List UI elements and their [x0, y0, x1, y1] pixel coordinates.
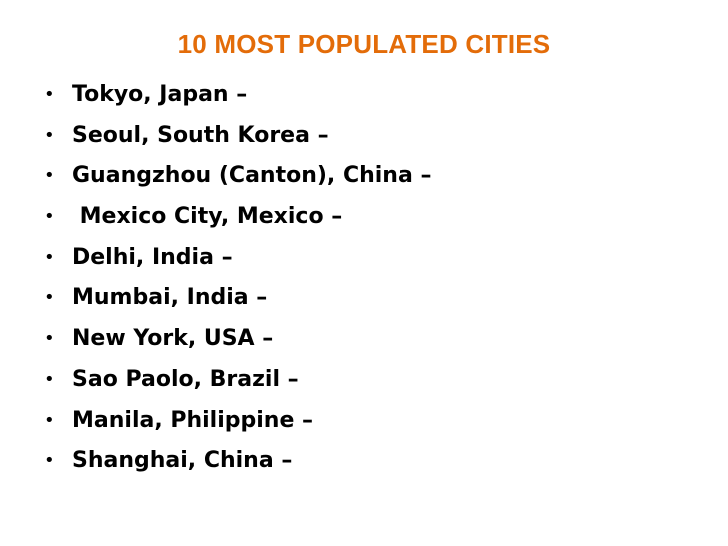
list-item: • Shanghai, China – [44, 443, 292, 484]
list-item-text: New York, USA – [72, 326, 274, 352]
list-item: • Sao Paolo, Brazil – [44, 362, 299, 403]
list-item: • Mexico City, Mexico – [44, 199, 342, 240]
list-item: • Guangzhou (Canton), China – [44, 158, 431, 199]
bullet-icon: • [44, 287, 55, 309]
bullet-icon: • [44, 165, 55, 187]
list-item: • New York, USA – [44, 321, 273, 362]
bullet-icon: • [44, 246, 55, 268]
list-item-text: Seoul, South Korea – [72, 122, 329, 148]
list-item: • Tokyo, Japan – [44, 77, 247, 118]
bullet-icon: • [44, 409, 55, 431]
bullet-icon: • [44, 206, 55, 228]
bullet-icon: • [44, 368, 55, 390]
city-list: • Tokyo, Japan – • Seoul, South Korea – … [44, 77, 431, 484]
bullet-icon: • [44, 124, 55, 146]
list-item-text: Shanghai, China – [72, 448, 293, 474]
list-item: • Delhi, India – [44, 240, 233, 281]
bullet-icon: • [44, 84, 55, 105]
list-item-text: Sao Paolo, Brazil – [72, 366, 299, 392]
list-item-text: Guangzhou (Canton), China – [72, 163, 432, 189]
list-item-text: Mexico City, Mexico – [72, 204, 343, 230]
slide-title: 10 MOST POPULATED CITIES [177, 29, 551, 59]
list-item-text: Manila, Philippine – [72, 407, 314, 433]
list-item-text: Tokyo, Japan – [72, 82, 248, 107]
list-item-text: Mumbai, India – [72, 285, 268, 311]
list-item: • Seoul, South Korea – [44, 118, 329, 159]
list-item-text: Delhi, India – [72, 244, 233, 270]
list-item: • Mumbai, India – [44, 280, 267, 321]
list-item: • Manila, Philippine – [44, 403, 313, 444]
bullet-icon: • [44, 328, 55, 350]
bullet-icon: • [44, 450, 55, 472]
